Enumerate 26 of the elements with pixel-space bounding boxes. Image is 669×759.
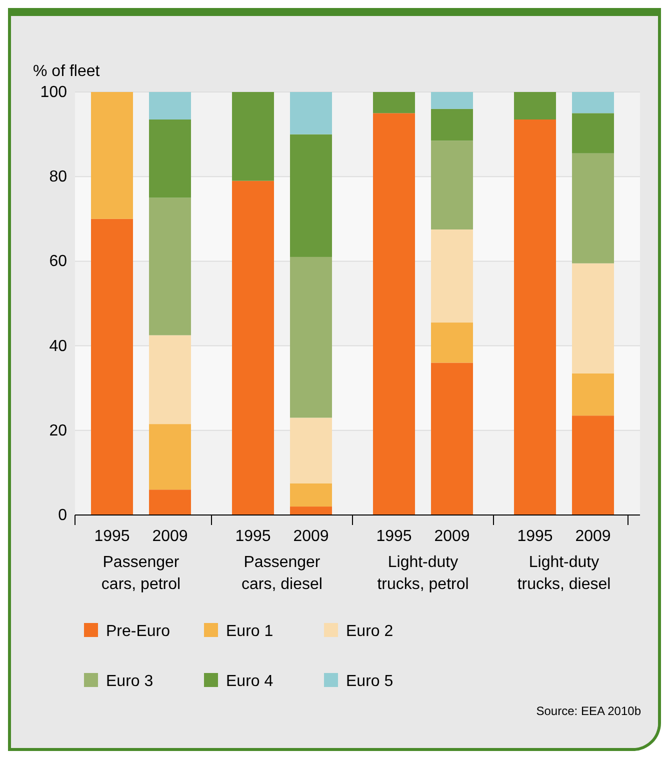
legend-label: Euro 5 — [346, 673, 394, 690]
legend-label: Euro 3 — [106, 673, 154, 690]
x-tick-label: 2009 — [434, 528, 470, 545]
x-tick-label: 2009 — [293, 528, 329, 545]
x-tick-label: 1995 — [376, 528, 412, 545]
y-tick-label: 100 — [40, 84, 68, 101]
legend-label: Euro 1 — [226, 623, 274, 640]
y-tick-label: 80 — [49, 168, 68, 186]
legend-label: Euro 2 — [346, 623, 394, 640]
text: Passenger cars, petrol — [101, 554, 181, 593]
legend-label: Euro 4 — [226, 673, 274, 690]
x-tick-label: 2009 — [152, 528, 188, 545]
y-tick-label: 20 — [49, 422, 68, 440]
text: Light-duty trucks, diesel — [517, 554, 611, 593]
y-tick-label: 0 — [58, 507, 68, 524]
text: Passenger cars, diesel — [242, 554, 322, 593]
x-tick-label: 1995 — [517, 528, 553, 545]
source-note: Source: EEA 2010b — [536, 704, 642, 718]
y-axis-title: % of fleet — [33, 63, 100, 80]
y-tick-label: 60 — [49, 253, 68, 270]
legend-label: Pre-Euro — [106, 623, 170, 640]
y-tick-label: 40 — [49, 338, 68, 355]
x-tick-label: 1995 — [94, 528, 130, 545]
x-tick-label: 1995 — [235, 528, 271, 545]
x-tick-label: 2009 — [575, 528, 611, 545]
text: Light-duty trucks, petrol — [377, 554, 469, 593]
